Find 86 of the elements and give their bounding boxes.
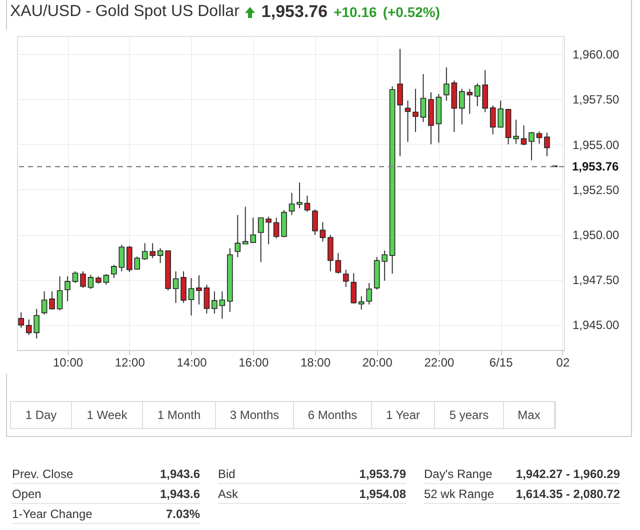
text: 1-Year Change [12,507,92,521]
candlestick [520,124,527,146]
candlestick [103,274,110,286]
text: 1,954.08 [359,487,406,501]
candlestick [18,312,24,328]
y-tick-label: 1,945.00 [572,318,620,332]
text: Open [12,487,42,501]
candlestick [420,74,426,123]
candlestick [513,119,519,144]
candlestick [536,130,542,144]
text: 1 Week [72,402,143,428]
text: 1 Day [11,402,72,428]
candlestick [366,282,372,306]
candlestick [528,132,534,161]
candlestick [196,274,202,306]
candlestick [273,217,280,239]
x-tick-label: 12:00 [114,356,146,370]
candlestick [180,270,186,304]
text: 1 Year [372,402,435,428]
ref-line-label: 1,953.76 [572,160,620,174]
text: Ask [218,487,238,501]
text: 1,953.76 [261,2,328,22]
text: +10.16 [334,4,377,20]
candlestick [64,276,70,302]
candlestick [212,290,218,314]
candlestick [234,214,241,258]
text: 52 wk Range [424,487,494,501]
x-tick-label: 20:00 [362,356,393,370]
text: 1,614.35 - 2,080.72 [516,487,620,501]
candlestick [219,290,226,320]
text: Max [504,402,555,428]
text: Prev. Close [12,467,74,481]
candlestick [544,132,550,157]
candlestick [204,284,210,314]
candlestick [288,192,295,216]
text: 7.03% [166,507,200,521]
candlestick [188,277,194,316]
candlestick [80,270,86,288]
text: 1,943.6 [160,467,200,481]
y-tick-label: 1,960.00 [572,48,620,62]
y-tick-label: 1,955.00 [572,138,620,152]
text: 5 years [435,402,504,428]
candlestick [41,290,48,315]
candlestick [459,88,465,125]
y-tick-label: 1,952.50 [572,182,620,197]
candlestick [343,269,349,288]
x-tick-label: 18:00 [300,356,331,370]
candlestick [358,296,364,310]
text: 6 Months [294,402,372,428]
text: 3 Months [216,402,294,428]
x-tick-label: 02 [556,356,570,370]
candlestick [304,195,310,212]
candlestick [335,252,342,274]
text: (+0.52%) [382,4,440,20]
candlestick [49,290,55,310]
candlestick [56,276,63,311]
candlestick [172,270,179,304]
candlestick [328,234,334,272]
text: 1 Month [143,402,216,428]
text: 1,953.79 [359,467,406,481]
candlestick [397,48,403,157]
candlestick [312,208,318,236]
candlestick [296,182,302,209]
candlestick [72,270,78,284]
candlestick [350,272,357,304]
chart-title: XAU/USD - Gold Spot US Dollar [10,3,240,21]
candlestick [111,264,117,278]
text: Day's Range [424,467,492,481]
candlestick [118,244,125,272]
candlestick [88,274,94,290]
text: Bid [218,467,236,481]
x-tick-label: 6/15 [489,356,514,370]
candlestick [404,100,411,142]
x-tick-label: 16:00 [238,356,269,370]
text: 1,942.27 - 1,960.29 [516,467,620,481]
y-tick-label: 1,950.00 [572,228,620,242]
x-tick-label: 10:00 [53,356,84,370]
y-tick-label: 1,947.50 [572,273,620,288]
candlestick [157,248,164,264]
candlestick [412,88,418,133]
candlestick [320,222,326,242]
candlestick [444,66,450,102]
y-tick-label: 1,957.50 [572,92,620,107]
x-tick-label: 22:00 [424,356,455,370]
x-tick-label: 14:00 [176,356,208,370]
text: 1,943.6 [160,487,200,501]
